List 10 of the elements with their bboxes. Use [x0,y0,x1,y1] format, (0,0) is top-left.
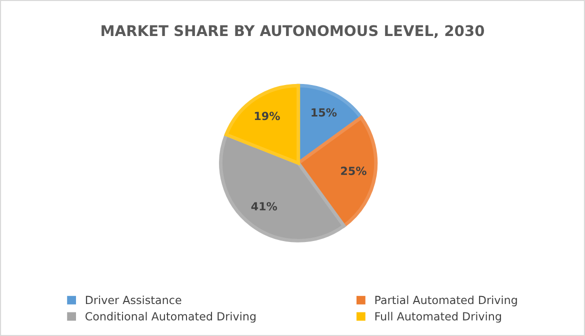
legend-label: Full Automated Driving [375,312,501,323]
legend-label: Driver Assistance [86,296,182,304]
data-label: 15% [312,108,337,117]
legend-label: Conditional Automated Driving [86,312,256,323]
data-label: 25% [341,166,366,176]
data-label: 19% [254,112,280,120]
chart-title: MARKET SHARE BY AUTONOMOUS LEVEL, 2030 [102,25,484,38]
data-label: 41% [251,202,278,210]
legend-label: Partial Automated Driving [375,296,517,306]
pie-slice [224,84,300,165]
